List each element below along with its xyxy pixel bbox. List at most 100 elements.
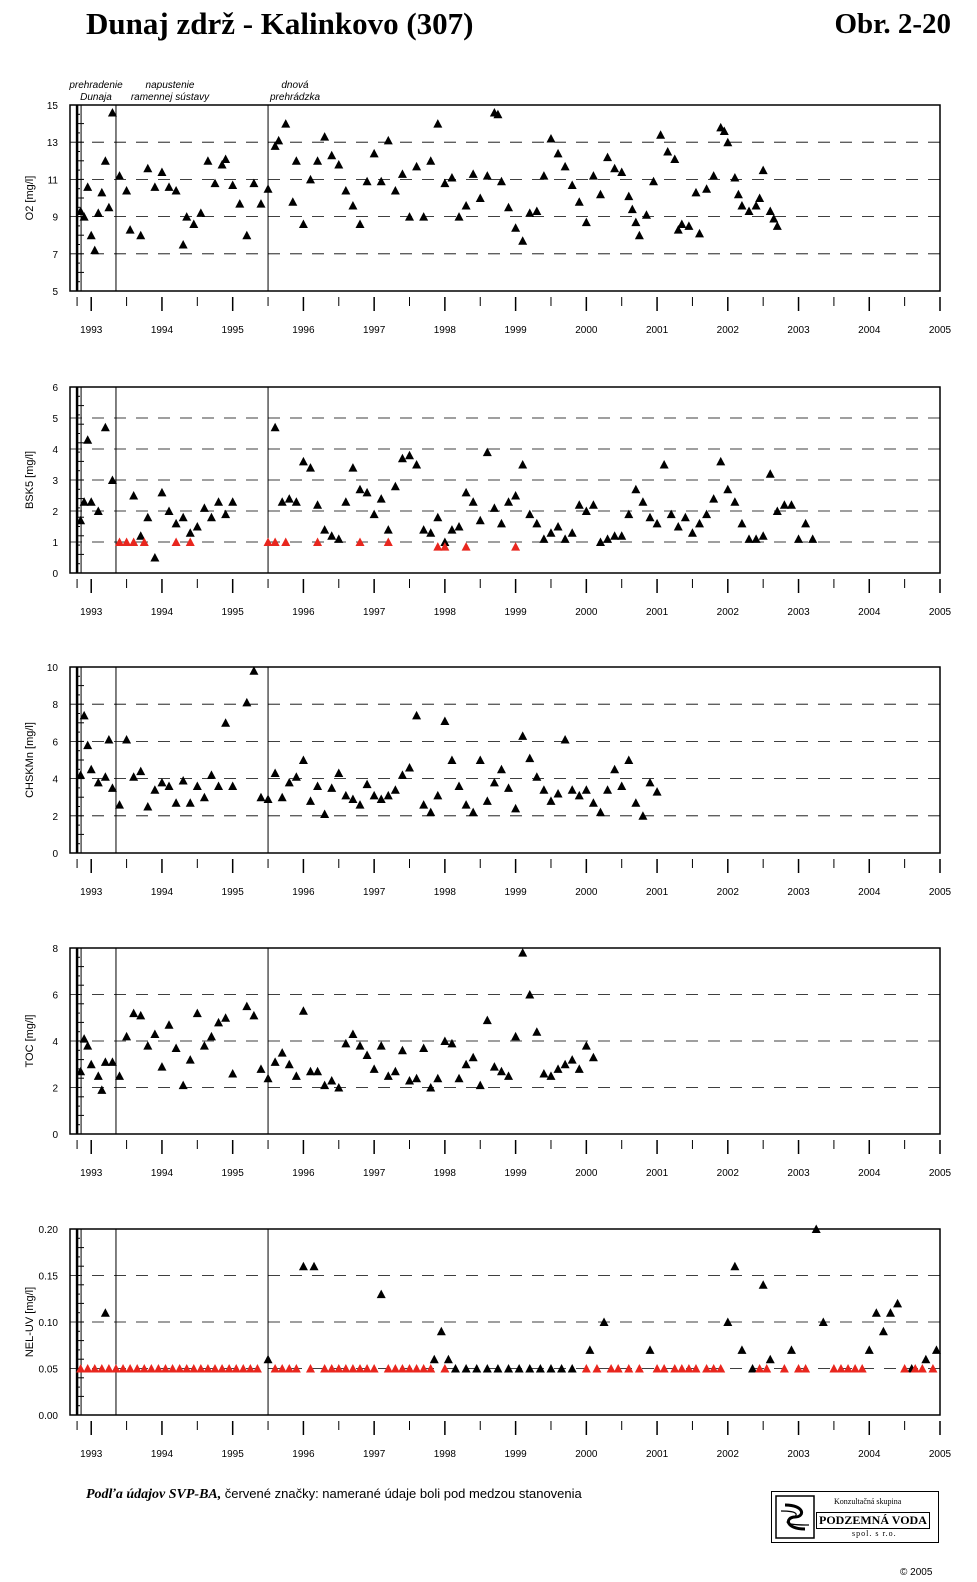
data-point [574,500,584,509]
data-point [274,135,284,145]
data-point-below-limit [801,1364,811,1373]
y-tick-label: 6 [52,383,58,394]
data-point [673,522,683,531]
logo-line-3: spol. s r.o. [852,1529,897,1538]
data-point [93,1071,103,1080]
data-point-below-limit [238,1364,248,1373]
data-point [482,1364,492,1373]
data-point [178,240,188,249]
data-point [461,487,471,497]
data-point [450,1364,460,1373]
data-point-below-limit [334,1364,344,1373]
data-point [535,1364,545,1373]
data-point [489,1062,499,1071]
x-tick-label: 2000 [575,1168,598,1179]
data-point [475,1080,485,1090]
data-point [702,184,712,193]
x-tick-label: 1997 [363,325,386,336]
data-point-below-limit [794,1364,804,1373]
data-point [475,193,485,202]
data-point [737,200,747,210]
y-tick-label: 0 [52,1130,58,1141]
data-point-below-limit [83,1364,93,1373]
data-point-below-limit [836,1364,846,1373]
y-tick-label: 11 [48,175,59,186]
data-point [405,212,415,221]
y-tick-label: 6 [52,737,58,748]
data-point [164,506,174,515]
data-point [164,1020,174,1029]
data-point [737,518,747,528]
data-point [150,1029,160,1039]
x-tick-label: 1999 [504,607,527,618]
data-point [489,777,499,787]
data-point [362,1050,372,1059]
data-point [758,531,768,540]
x-tick-label: 1999 [504,1168,527,1179]
x-tick-label: 2003 [787,887,810,898]
data-point [136,766,146,776]
data-point [801,518,811,528]
data-point [567,528,577,537]
data-point-below-limit [928,1364,938,1373]
data-point [210,178,220,188]
data-point [546,796,556,805]
data-point [348,200,358,210]
data-point [649,176,659,186]
data-point-below-limit [397,1364,407,1373]
x-tick-label: 1996 [292,887,315,898]
data-point [518,948,528,957]
data-point [277,497,287,506]
data-point [178,1080,188,1090]
data-point [751,200,761,210]
data-point-below-limit [440,1364,450,1373]
data-point [83,435,93,444]
data-point-below-limit [659,1364,669,1373]
data-point [79,710,89,720]
data-point [270,768,280,778]
data-point [482,447,492,457]
data-point [164,182,174,191]
data-point [334,534,344,543]
data-point [249,178,259,188]
data-point [104,735,114,744]
data-point-below-limit [118,1364,128,1373]
data-point [454,212,464,221]
data-point [779,500,789,509]
data-point [397,453,407,463]
data-point [769,213,779,223]
data-point [390,785,400,794]
x-tick-label: 1995 [222,325,245,336]
x-tick-label: 2001 [646,607,669,618]
data-point [107,107,117,117]
data-point [931,1345,941,1354]
data-point-below-limit [291,1364,301,1373]
data-point [496,176,506,186]
event-label-1: prehradenie [68,80,123,91]
data-point [143,512,153,522]
data-point [645,777,655,787]
data-point [440,1036,450,1045]
data-point [461,1364,471,1373]
data-point [546,528,556,537]
data-point [433,1073,443,1083]
x-tick-label: 1993 [80,887,103,898]
data-point [256,199,266,208]
data-point [136,1010,146,1020]
data-point [525,753,535,763]
x-tick-label: 2002 [717,1168,740,1179]
data-point [496,764,506,774]
data-point [482,796,492,805]
data-point [539,534,549,543]
data-point [284,1059,294,1069]
data-point-below-limit [419,1364,429,1373]
x-tick-label: 2004 [858,325,881,336]
data-point [107,783,117,792]
data-point [553,788,563,798]
data-point [440,537,450,546]
x-tick-label: 1994 [151,607,174,618]
data-point [185,798,195,807]
x-tick-label: 1999 [504,1449,527,1460]
data-point [489,503,499,512]
data-point [595,807,605,817]
